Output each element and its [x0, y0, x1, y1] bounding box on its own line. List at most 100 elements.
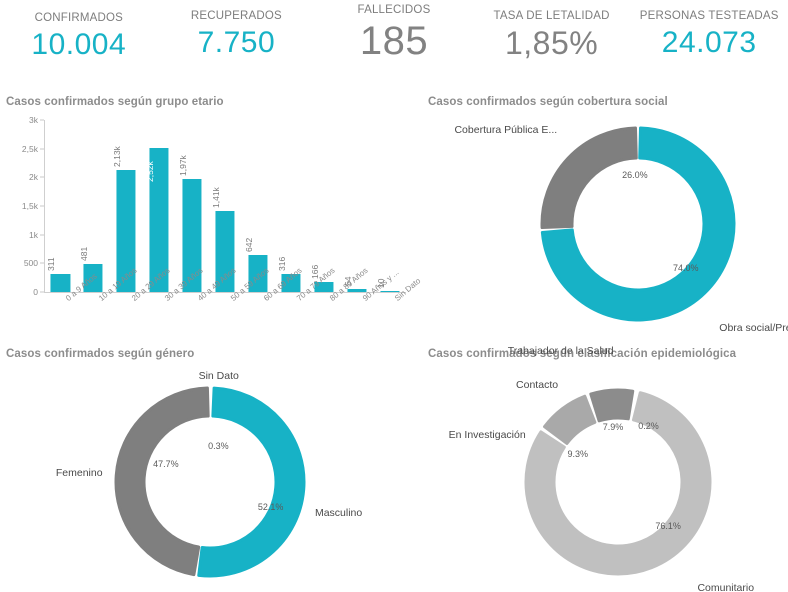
- donut-percentage-label: 74.0%: [672, 263, 699, 274]
- panel-casos-clasificacion-epidemiologica: Casos confirmados según clasificación ep…: [420, 340, 788, 592]
- bar[interactable]: [379, 291, 400, 292]
- kpi-value: 185: [359, 19, 429, 63]
- donut-percentage-label: 9.3%: [567, 449, 588, 460]
- donut-category-label: En Investigación: [448, 429, 526, 442]
- bar-value-label: 1,41k: [210, 187, 221, 209]
- y-axis-tick-mark: [40, 291, 44, 293]
- kpi-label: CONFIRMADOS: [34, 12, 124, 24]
- donut-rings: [524, 388, 712, 576]
- donut-category-label: Sin Dato: [198, 370, 239, 383]
- y-axis-line: [44, 120, 45, 292]
- y-axis-tick-mark: [40, 176, 44, 178]
- y-axis-tick-mark: [40, 148, 44, 150]
- bar-slot[interactable]: 316: [274, 120, 307, 292]
- bar-slot[interactable]: 54: [340, 120, 373, 292]
- donut-rings: [114, 386, 306, 578]
- bar[interactable]: [182, 179, 202, 292]
- panel-casos-grupo-etario: Casos confirmados según grupo etario 0 50…: [0, 94, 423, 340]
- donut-category-label: Trabajador de la Salud: [507, 344, 614, 357]
- bar[interactable]: [281, 273, 301, 292]
- bar-chart-grupo-etario: 0 500 1k 1,5k 2k 2,5k 3k 311 481 2,13k 2,52k 1,97k…: [0, 115, 423, 338]
- y-axis-tick-label: 500: [23, 258, 38, 269]
- donut-rings: [540, 126, 736, 322]
- bar[interactable]: [149, 147, 169, 292]
- y-axis-tick-mark: [40, 205, 44, 207]
- bar-value-label: 642: [243, 238, 254, 253]
- bar-slot[interactable]: 1,41k: [209, 120, 242, 292]
- bar[interactable]: [215, 211, 235, 292]
- y-axis-tick-label: 2,5k: [21, 143, 38, 154]
- bar[interactable]: [314, 282, 334, 292]
- donut-chart-genero: 52.1% 47.7% 0.3% Masculino Femenino Sin Dato: [56, 370, 362, 582]
- bar-value-label: 1,97k: [178, 155, 189, 177]
- bar[interactable]: [116, 169, 136, 292]
- donut-slice[interactable]: [543, 394, 597, 445]
- bar-slot[interactable]: 2,52k: [143, 120, 176, 292]
- bar-value-label: 2,13k: [112, 146, 123, 167]
- y-axis-tick-label: 1,5k: [21, 201, 38, 211]
- kpi-value: 24.073: [661, 26, 757, 59]
- donut-percentage-label: 0.3%: [208, 441, 229, 452]
- kpi-label: PERSONAS TESTEADAS: [639, 10, 779, 22]
- donut-category-label: Femenino: [55, 467, 103, 480]
- x-axis-labels: 0 a 9 Años 10 a 19 Años 20 a 29 Años 30 a 3…: [44, 266, 422, 338]
- y-axis-tick-label: 1k: [29, 229, 38, 240]
- donut-slice[interactable]: [589, 388, 635, 423]
- donut-slice[interactable]: [197, 386, 306, 578]
- donut-slice[interactable]: [524, 391, 712, 576]
- y-axis-tick-label: 0: [33, 287, 38, 297]
- y-axis-tick-mark: [40, 234, 44, 236]
- panel-casos-cobertura-social: Casos confirmados según cobertura social…: [420, 94, 788, 340]
- bar-slot[interactable]: 481: [77, 120, 110, 292]
- donut-slice[interactable]: [540, 126, 638, 230]
- kpi-value: 10.004: [31, 28, 127, 61]
- donut-category-label: Cobertura Pública E...: [454, 123, 558, 136]
- bar[interactable]: [347, 288, 367, 292]
- donut-chart-clasificacion: 76.1% 9.3% 7.9% 0.2% Comunitario En Investiga…: [449, 345, 754, 592]
- donut-category-label: Masculino: [314, 506, 363, 519]
- bar-slot[interactable]: 10: [373, 120, 406, 292]
- bar-slot[interactable]: 166: [307, 120, 340, 292]
- donut-percentage-label: 7.9%: [602, 421, 624, 432]
- x-axis-line: [44, 292, 406, 293]
- y-axis: 0 500 1k 1,5k 2k 2,5k 3k: [0, 115, 44, 297]
- y-axis-tick-mark: [40, 119, 44, 121]
- kpi-value: 7.750: [197, 26, 276, 59]
- kpi-personas-testeadas: PERSONAS TESTEADAS 24.073: [630, 0, 788, 92]
- bar[interactable]: [50, 274, 70, 292]
- donut-percentage-label: 26.0%: [622, 169, 648, 180]
- bar-plot-area: 311 481 2,13k 2,52k 1,97k 1,41k 642 316 166 54 10: [44, 120, 406, 292]
- bar-slot[interactable]: 2,13k: [110, 120, 143, 292]
- bar-slot[interactable]: 311: [44, 120, 77, 292]
- donut-slice[interactable]: [114, 386, 210, 577]
- donut-percentage-label: 47.7%: [153, 458, 179, 469]
- bar-value-label: 2,52k: [145, 160, 156, 182]
- bar-slot[interactable]: 642: [241, 120, 274, 292]
- donut-category-label: Obra social/Prepaga: [719, 321, 788, 334]
- donut-category-label: Contacto: [516, 379, 559, 392]
- kpi-recuperados: RECUPERADOS 7.750: [158, 0, 316, 92]
- kpi-confirmados: CONFIRMADOS 10.004: [0, 0, 158, 92]
- bar-value-label: 316: [276, 256, 287, 271]
- panel-title: Casos confirmados según grupo etario: [6, 96, 224, 108]
- bar-value-label: 311: [46, 257, 57, 272]
- donut-percentage-label: 76.1%: [655, 521, 681, 532]
- bar[interactable]: [83, 264, 103, 292]
- panel-title: Casos confirmados según clasificación ep…: [428, 348, 737, 360]
- kpi-label: TASA DE LETALIDAD: [493, 10, 610, 22]
- donut-category-label: Comunitario: [697, 581, 755, 592]
- kpi-summary-row: CONFIRMADOS 10.004 RECUPERADOS 7.750 FAL…: [0, 0, 788, 92]
- y-axis-tick-label: 3k: [29, 115, 38, 125]
- kpi-tasa-letalidad: TASA DE LETALIDAD 1,85%: [473, 0, 631, 92]
- y-axis-tick-mark: [40, 262, 44, 264]
- bar-slot[interactable]: 1,97k: [176, 120, 209, 292]
- donut-percentage-label: 52.1%: [257, 502, 284, 513]
- bar-value-label: 481: [79, 247, 90, 262]
- panel-title: Casos confirmados según género: [6, 348, 195, 360]
- kpi-label: RECUPERADOS: [190, 10, 282, 22]
- kpi-value: 1,85%: [504, 25, 599, 61]
- bar[interactable]: [248, 255, 268, 292]
- kpi-label: FALLECIDOS: [357, 4, 431, 16]
- donut-slice[interactable]: [540, 126, 736, 322]
